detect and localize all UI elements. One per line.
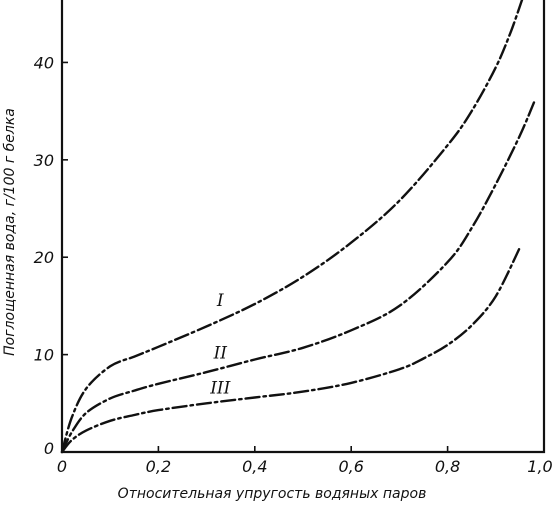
y-tick-label: 40 [34, 53, 54, 72]
y-tick-label: 10 [34, 346, 54, 365]
curve-label-i: I [216, 291, 224, 311]
series-line-ii [60, 100, 536, 454]
y-tick-label: 0 [44, 439, 54, 458]
x-tick-label: 1,0 [527, 457, 552, 476]
y-tick-label: 30 [34, 151, 54, 170]
curve-label-iii: III [209, 379, 230, 399]
plot-frame [60, 0, 546, 454]
x-tick-label: 0,2 [146, 457, 171, 476]
series-line-i [60, 0, 524, 454]
x-tick-label: 0,6 [338, 457, 363, 476]
x-tick-label: 0 [57, 457, 67, 476]
curves-layer [60, 0, 536, 454]
x-tick-label: 0,8 [435, 457, 460, 476]
x-tick-label: 0,4 [242, 457, 267, 476]
y-tick-label: 20 [34, 248, 54, 267]
y-axis-title: Поглощенная вода, г/100 г белка [2, 108, 18, 356]
x-axis-title: Относительная упругость водяных паров [118, 486, 427, 502]
ticks-layer: 0 0,2 0,4 0,6 0,8 1,0 0 10 20 30 40 [34, 53, 553, 476]
series-line-iii [60, 246, 522, 454]
curve-label-ii: II [213, 344, 228, 364]
